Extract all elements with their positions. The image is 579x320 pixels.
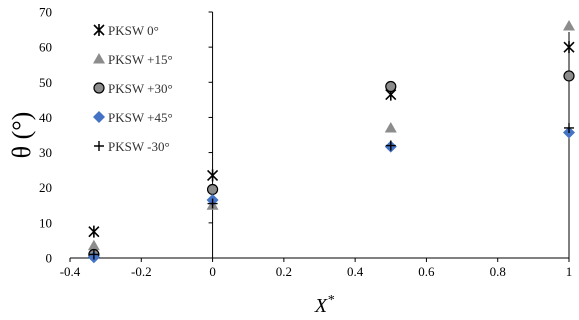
x-tick-label: 1 (566, 264, 573, 279)
y-tick-label: 30 (39, 145, 52, 160)
x-tick-label: 0 (209, 264, 216, 279)
series-4 (88, 122, 574, 260)
axes (70, 12, 570, 259)
x-axis-title: X* (314, 293, 334, 317)
legend-item: PKSW +45° (93, 110, 173, 125)
data-point (206, 183, 219, 196)
legend-label: PKSW +45° (108, 110, 173, 125)
data-point (207, 169, 219, 182)
legend-marker (94, 141, 104, 151)
legend-marker (93, 53, 105, 64)
data-point (563, 20, 575, 31)
series-2 (88, 70, 575, 261)
legend-marker (93, 24, 105, 36)
data-point (207, 198, 218, 209)
y-tick-label: 50 (39, 75, 52, 90)
data-point (87, 239, 100, 251)
data-point (564, 122, 574, 133)
legend-item: PKSW +30° (93, 81, 173, 96)
y-tick-label: 0 (46, 251, 53, 266)
x-tick-label: 0.8 (490, 264, 506, 279)
x-tick-label: -0.2 (131, 264, 152, 279)
y-tick-label: 10 (39, 215, 52, 230)
data-point (88, 225, 100, 238)
series-1 (87, 20, 575, 251)
legend-label: PKSW +15° (108, 52, 173, 67)
data-point (563, 70, 575, 82)
legend-item: PKSW -30° (94, 139, 170, 154)
x-tick-label: 0.6 (418, 264, 435, 279)
y-tick-label: 60 (39, 40, 52, 55)
y-tick-label: 20 (39, 180, 52, 195)
legend-marker (93, 82, 105, 94)
y-tick-label: 40 (39, 110, 52, 125)
data-points (87, 20, 575, 264)
legend-label: PKSW 0° (108, 23, 159, 38)
y-tick-label: 70 (39, 5, 52, 20)
data-point (563, 41, 575, 54)
x-tick-label: 0.2 (276, 264, 292, 279)
x-tick-label: 0.4 (347, 264, 364, 279)
legend-item: PKSW 0° (93, 23, 159, 38)
data-point (88, 249, 99, 260)
series-0 (88, 41, 575, 238)
data-point (385, 80, 397, 93)
data-point (384, 121, 397, 133)
legend: PKSW 0° PKSW +15° PKSW +30° PKSW +45° PKSW -… (93, 23, 173, 154)
legend-label: PKSW +30° (108, 81, 173, 96)
y-axis-title: θ (°) (7, 112, 36, 159)
legend-item: PKSW +15° (93, 52, 173, 67)
data-point (385, 140, 396, 151)
legend-label: PKSW -30° (108, 139, 170, 154)
x-tick-label: -0.4 (60, 264, 81, 279)
legend-marker (93, 111, 105, 123)
